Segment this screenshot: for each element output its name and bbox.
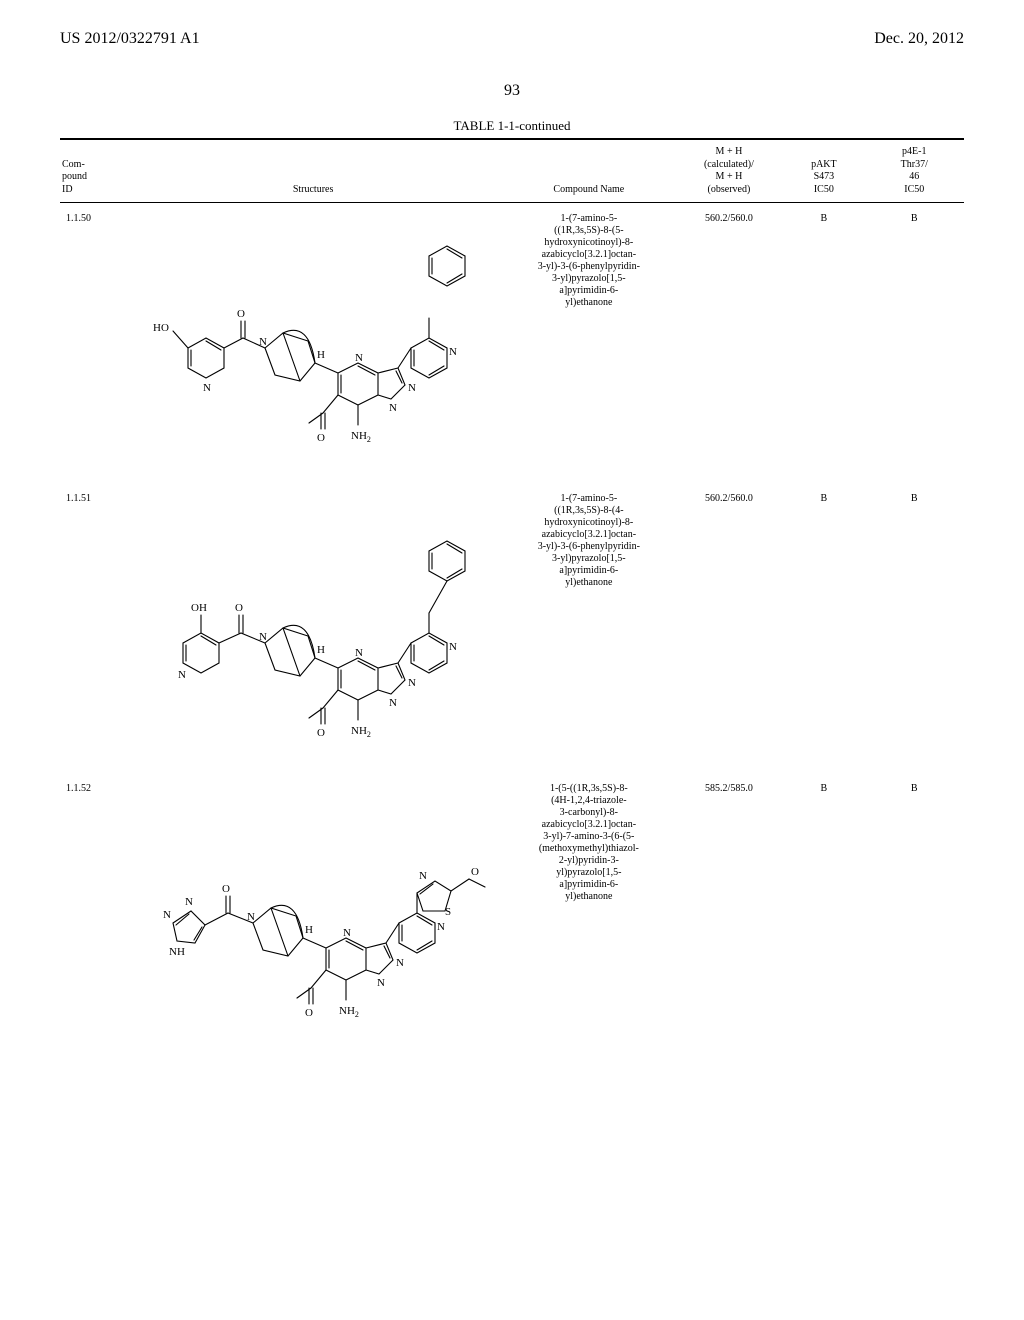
label-o: O — [471, 866, 479, 878]
structure-diagram: HO O N N H N N N N O NH2 — [133, 213, 493, 483]
col-p4e1: p4E-1 Thr37/ 46 IC50 — [865, 140, 964, 203]
label-n: N — [185, 896, 193, 908]
cell-mh: 560.2/560.0 — [675, 483, 783, 773]
col-compound-id: Com- pound ID — [60, 140, 123, 203]
label-n: N — [449, 346, 457, 358]
cell-structure: N N NH O N H N N N N N S O — [123, 773, 503, 1043]
label-n: N — [163, 909, 171, 921]
label-o: O — [317, 432, 325, 444]
structure-diagram: N N NH O N H N N N N N S O — [133, 783, 493, 1043]
label-o: O — [317, 727, 325, 739]
structure-diagram: OH O N N H N N N N O NH2 — [133, 493, 493, 773]
label-n: N — [408, 382, 416, 394]
label-n: N — [419, 870, 427, 882]
cell-compound-id: 1.1.52 — [60, 773, 123, 1043]
label-n: N — [343, 927, 351, 939]
publication-number: US 2012/0322791 A1 — [60, 30, 200, 48]
table-row: 1.1.51 — [60, 483, 964, 773]
cell-pakt: B — [783, 773, 864, 1043]
label-nh2: NH2 — [339, 1005, 359, 1019]
cell-p4e1: B — [865, 483, 964, 773]
label-n: N — [389, 402, 397, 414]
label-o: O — [222, 883, 230, 895]
col-structures: Structures — [123, 140, 503, 203]
label-n: N — [259, 336, 267, 348]
label-nh: NH — [169, 946, 185, 958]
page-header: US 2012/0322791 A1 Dec. 20, 2012 — [60, 30, 964, 48]
cell-compound-name: 1-(7-amino-5- ((1R,3s,5S)-8-(5- hydroxyn… — [503, 203, 675, 484]
cell-mh: 560.2/560.0 — [675, 203, 783, 484]
label-n: N — [396, 957, 404, 969]
label-h: H — [305, 924, 313, 936]
table-row: 1.1.52 — [60, 773, 964, 1043]
col-compound-name: Compound Name — [503, 140, 675, 203]
cell-structure: HO O N N H N N N N O NH2 — [123, 203, 503, 484]
label-ho: HO — [153, 322, 169, 334]
label-n: N — [203, 382, 211, 394]
cell-pakt: B — [783, 203, 864, 484]
table-header-row: Com- pound ID Structures Compound Name M… — [60, 140, 964, 203]
cell-mh: 585.2/585.0 — [675, 773, 783, 1043]
label-oh: OH — [191, 602, 207, 614]
label-n: N — [259, 631, 267, 643]
label-n: N — [389, 697, 397, 709]
label-h: H — [317, 644, 325, 656]
cell-compound-id: 1.1.50 — [60, 203, 123, 484]
page-number: 93 — [60, 82, 964, 100]
label-o: O — [305, 1007, 313, 1019]
publication-date: Dec. 20, 2012 — [874, 30, 964, 48]
cell-structure: OH O N N H N N N N O NH2 — [123, 483, 503, 773]
label-n: N — [449, 641, 457, 653]
label-n: N — [247, 911, 255, 923]
table-title: TABLE 1-1-continued — [60, 118, 964, 134]
label-n: N — [437, 921, 445, 933]
label-n: N — [377, 977, 385, 989]
label-n: N — [355, 352, 363, 364]
cell-pakt: B — [783, 483, 864, 773]
label-n: N — [408, 677, 416, 689]
cell-compound-id: 1.1.51 — [60, 483, 123, 773]
label-h: H — [317, 349, 325, 361]
label-s: S — [445, 906, 451, 918]
cell-compound-name: 1-(7-amino-5- ((1R,3s,5S)-8-(4- hydroxyn… — [503, 483, 675, 773]
label-o: O — [237, 308, 245, 320]
col-pakt: pAKT S473 IC50 — [783, 140, 864, 203]
label-nh2: NH2 — [351, 430, 371, 444]
label-n: N — [355, 647, 363, 659]
label-nh2: NH2 — [351, 725, 371, 739]
patent-page: US 2012/0322791 A1 Dec. 20, 2012 93 TABL… — [0, 0, 1024, 1320]
col-m-plus-h: M + H (calculated)/ M + H (observed) — [675, 140, 783, 203]
table-row: 1.1.50 — [60, 203, 964, 484]
cell-compound-name: 1-(5-((1R,3s,5S)-8- (4H-1,2,4-triazole- … — [503, 773, 675, 1043]
cell-p4e1: B — [865, 203, 964, 484]
label-n: N — [178, 669, 186, 681]
compound-table: Com- pound ID Structures Compound Name M… — [60, 138, 964, 1043]
cell-p4e1: B — [865, 773, 964, 1043]
label-o: O — [235, 602, 243, 614]
